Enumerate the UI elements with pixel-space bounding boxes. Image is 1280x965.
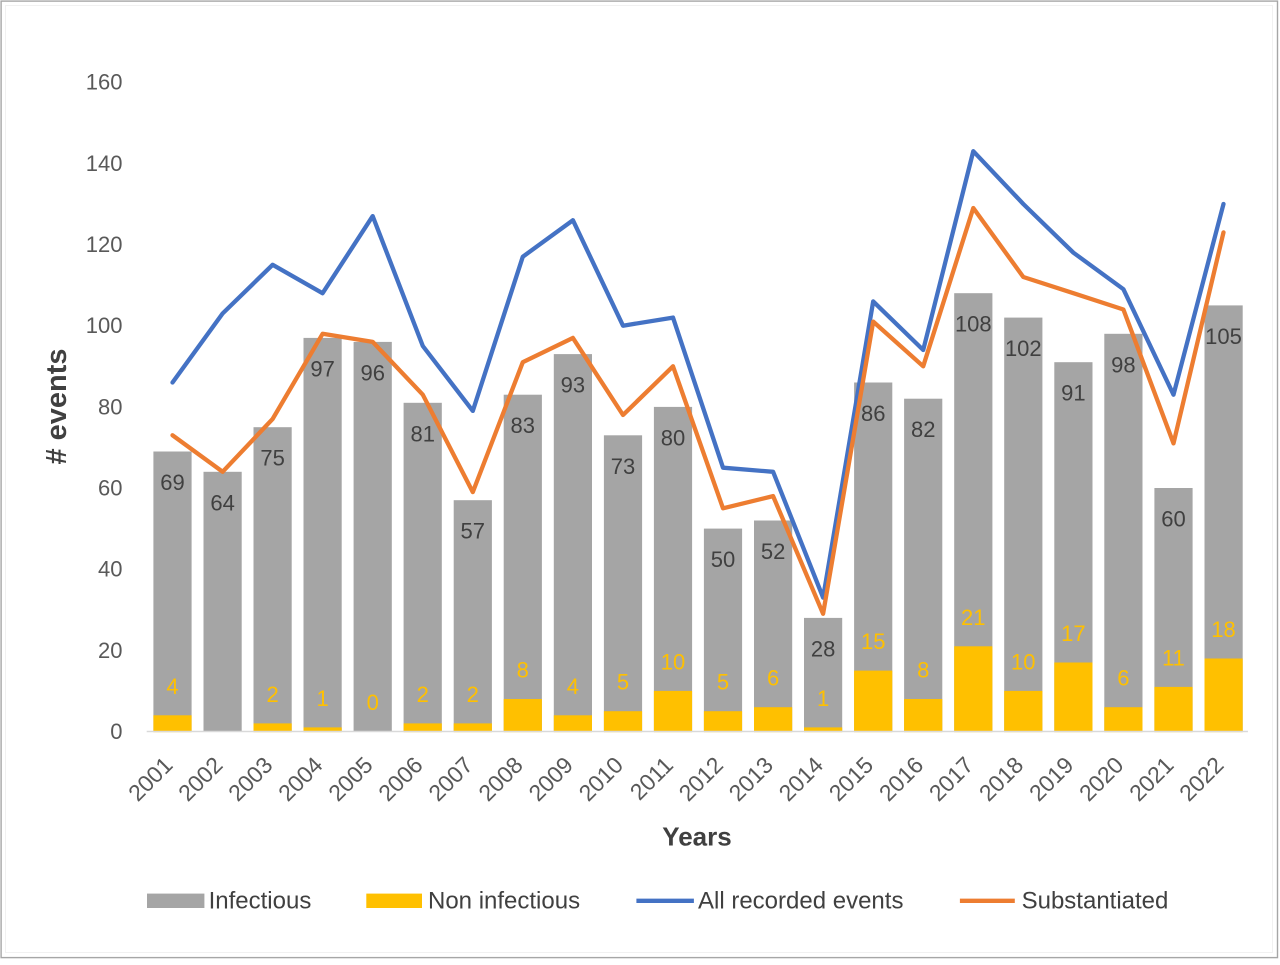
svg-text:1: 1: [817, 686, 829, 711]
svg-text:0: 0: [110, 719, 122, 744]
svg-text:83: 83: [511, 413, 535, 438]
svg-text:6: 6: [767, 666, 779, 691]
svg-text:0: 0: [367, 690, 379, 715]
svg-text:10: 10: [661, 649, 685, 674]
svg-text:91: 91: [1061, 381, 1085, 406]
svg-text:120: 120: [86, 232, 123, 257]
svg-text:140: 140: [86, 151, 123, 176]
svg-text:64: 64: [210, 490, 234, 515]
svg-text:100: 100: [86, 313, 123, 338]
svg-text:5: 5: [717, 670, 729, 695]
svg-text:96: 96: [360, 360, 384, 385]
svg-text:1: 1: [316, 686, 328, 711]
svg-text:# events: # events: [41, 348, 73, 464]
svg-text:93: 93: [561, 373, 585, 398]
svg-text:57: 57: [461, 519, 485, 544]
svg-text:160: 160: [86, 70, 123, 95]
svg-text:2: 2: [417, 682, 429, 707]
svg-text:6: 6: [1117, 666, 1129, 691]
svg-text:73: 73: [611, 454, 635, 479]
svg-text:2: 2: [266, 682, 278, 707]
svg-text:105: 105: [1205, 324, 1242, 349]
svg-text:2: 2: [467, 682, 479, 707]
svg-text:4: 4: [567, 674, 579, 699]
svg-text:All recorded events: All recorded events: [698, 887, 903, 914]
svg-text:8: 8: [917, 658, 929, 683]
svg-text:18: 18: [1211, 617, 1235, 642]
svg-text:82: 82: [911, 417, 935, 442]
svg-text:20: 20: [98, 638, 122, 663]
svg-text:4: 4: [166, 674, 178, 699]
svg-text:80: 80: [661, 425, 685, 450]
svg-text:98: 98: [1111, 352, 1135, 377]
svg-text:8: 8: [517, 658, 529, 683]
svg-text:28: 28: [811, 636, 835, 661]
svg-text:Years: Years: [662, 822, 731, 852]
svg-text:17: 17: [1061, 621, 1085, 646]
svg-text:10: 10: [1011, 649, 1035, 674]
svg-text:102: 102: [1005, 336, 1042, 361]
svg-text:108: 108: [955, 312, 992, 337]
svg-text:52: 52: [761, 539, 785, 564]
svg-text:11: 11: [1162, 645, 1185, 670]
svg-text:97: 97: [310, 356, 334, 381]
svg-text:60: 60: [1161, 507, 1185, 532]
svg-text:60: 60: [98, 476, 122, 501]
svg-text:Substantiated: Substantiated: [1022, 887, 1169, 914]
svg-text:69: 69: [160, 470, 184, 495]
svg-text:Non infectious: Non infectious: [428, 887, 580, 914]
svg-text:21: 21: [961, 605, 985, 630]
svg-text:81: 81: [411, 421, 435, 446]
svg-text:50: 50: [711, 547, 735, 572]
svg-text:Infectious: Infectious: [209, 887, 312, 914]
svg-text:75: 75: [260, 446, 284, 471]
svg-text:40: 40: [98, 557, 122, 582]
svg-text:86: 86: [861, 401, 885, 426]
svg-text:15: 15: [861, 629, 885, 654]
svg-text:80: 80: [98, 394, 122, 419]
svg-text:5: 5: [617, 670, 629, 695]
